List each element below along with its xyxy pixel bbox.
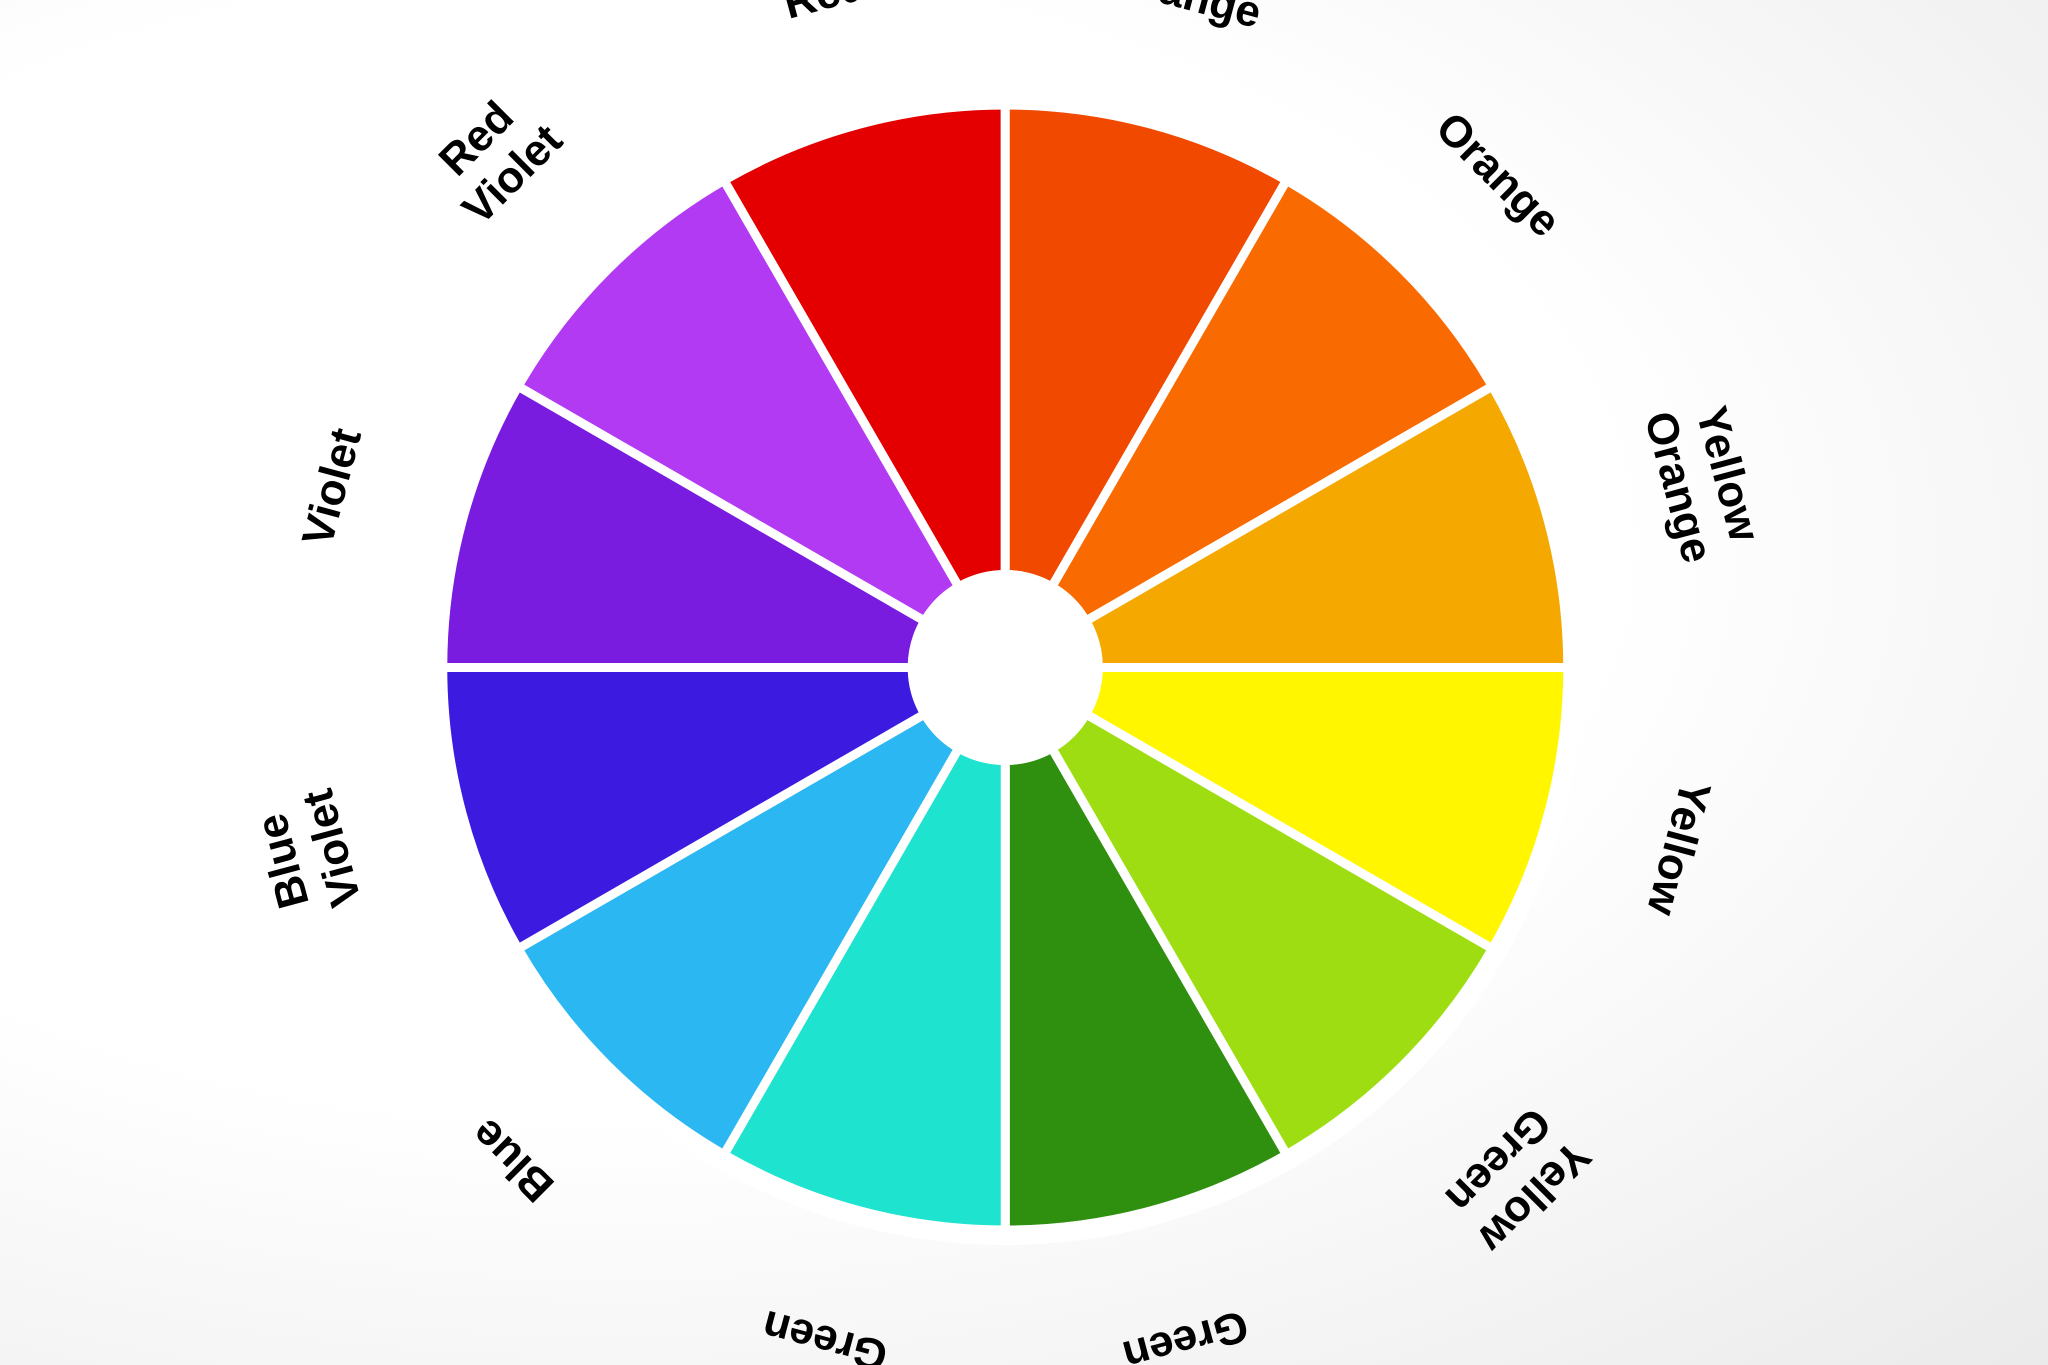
wheel-hub (908, 570, 1103, 765)
wheel-label-line: Red (778, 0, 871, 29)
wheel-label-line: Violet (293, 423, 371, 551)
wheel-label: BlueGreen (744, 1301, 893, 1365)
wheel-label: Green (1118, 1301, 1254, 1365)
wheel-label: Violet (293, 423, 371, 551)
wheel-label-line: Yellow (1637, 775, 1720, 921)
color-wheel-diagram: RedRedOrangeOrangeYellowOrangeYellowYell… (0, 0, 2048, 1365)
wheel-label: RedViolet (417, 79, 572, 234)
wheel-label: Blue (461, 1109, 563, 1211)
wheel-label: YellowOrange (1635, 393, 1771, 568)
wheel-label: Orange (1426, 103, 1570, 247)
wheel-label-line: Orange (1426, 103, 1570, 247)
wheel-label: BlueViolet (244, 784, 371, 925)
wheel-label-line: Orange (1105, 0, 1266, 38)
wheel-label: YellowGreen (1432, 1095, 1600, 1263)
wheel-label: RedOrange (1105, 0, 1280, 38)
wheel-label-line: Blue (461, 1109, 563, 1211)
wheel-label: Red (778, 0, 871, 29)
color-wheel-svg: RedRedOrangeOrangeYellowOrangeYellowYell… (0, 0, 2048, 1365)
wheel-label: Yellow (1637, 775, 1720, 921)
wheel-label-line: Green (1118, 1301, 1254, 1365)
